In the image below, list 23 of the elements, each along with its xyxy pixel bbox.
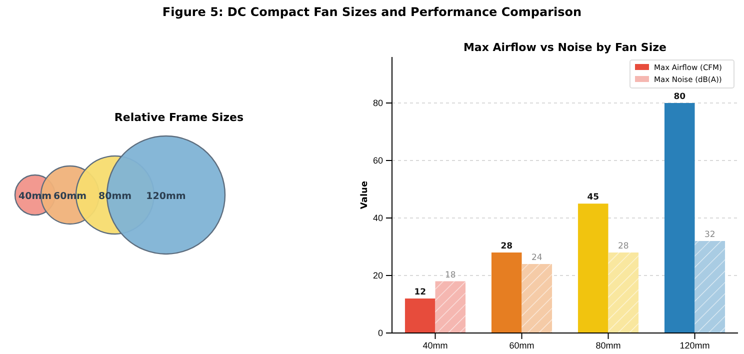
data-label: 12 bbox=[414, 288, 426, 298]
y-tick-label: 0 bbox=[378, 328, 383, 338]
data-label: 45 bbox=[587, 192, 600, 203]
bar bbox=[664, 103, 695, 333]
data-label: 24 bbox=[531, 253, 542, 263]
x-tick-label: 40mm bbox=[422, 340, 448, 350]
y-tick-label: 60 bbox=[372, 155, 383, 166]
data-label: 80 bbox=[674, 92, 686, 102]
y-tick-label: 20 bbox=[372, 270, 383, 280]
data-label: 32 bbox=[704, 230, 716, 240]
data-label: 28 bbox=[618, 242, 629, 252]
y-tick-label: 40 bbox=[372, 212, 383, 223]
y-axis-title: Value bbox=[360, 180, 370, 210]
category-label: 120mm bbox=[146, 191, 186, 202]
data-label: 28 bbox=[500, 242, 513, 252]
caption: Figure 5: DC Compact Fan Sizes and Performance Comparison bbox=[162, 5, 582, 19]
data-label: 18 bbox=[444, 270, 456, 280]
x-tick-label: 120mm bbox=[680, 340, 710, 350]
x-tick-label: 60mm bbox=[509, 340, 534, 350]
text: Relative Frame Sizes bbox=[114, 111, 244, 124]
y-tick-label: 80 bbox=[372, 98, 383, 108]
chart-title: Max Airflow vs Noise by Fan Size bbox=[463, 41, 667, 54]
x-tick-label: 80mm bbox=[596, 340, 621, 350]
